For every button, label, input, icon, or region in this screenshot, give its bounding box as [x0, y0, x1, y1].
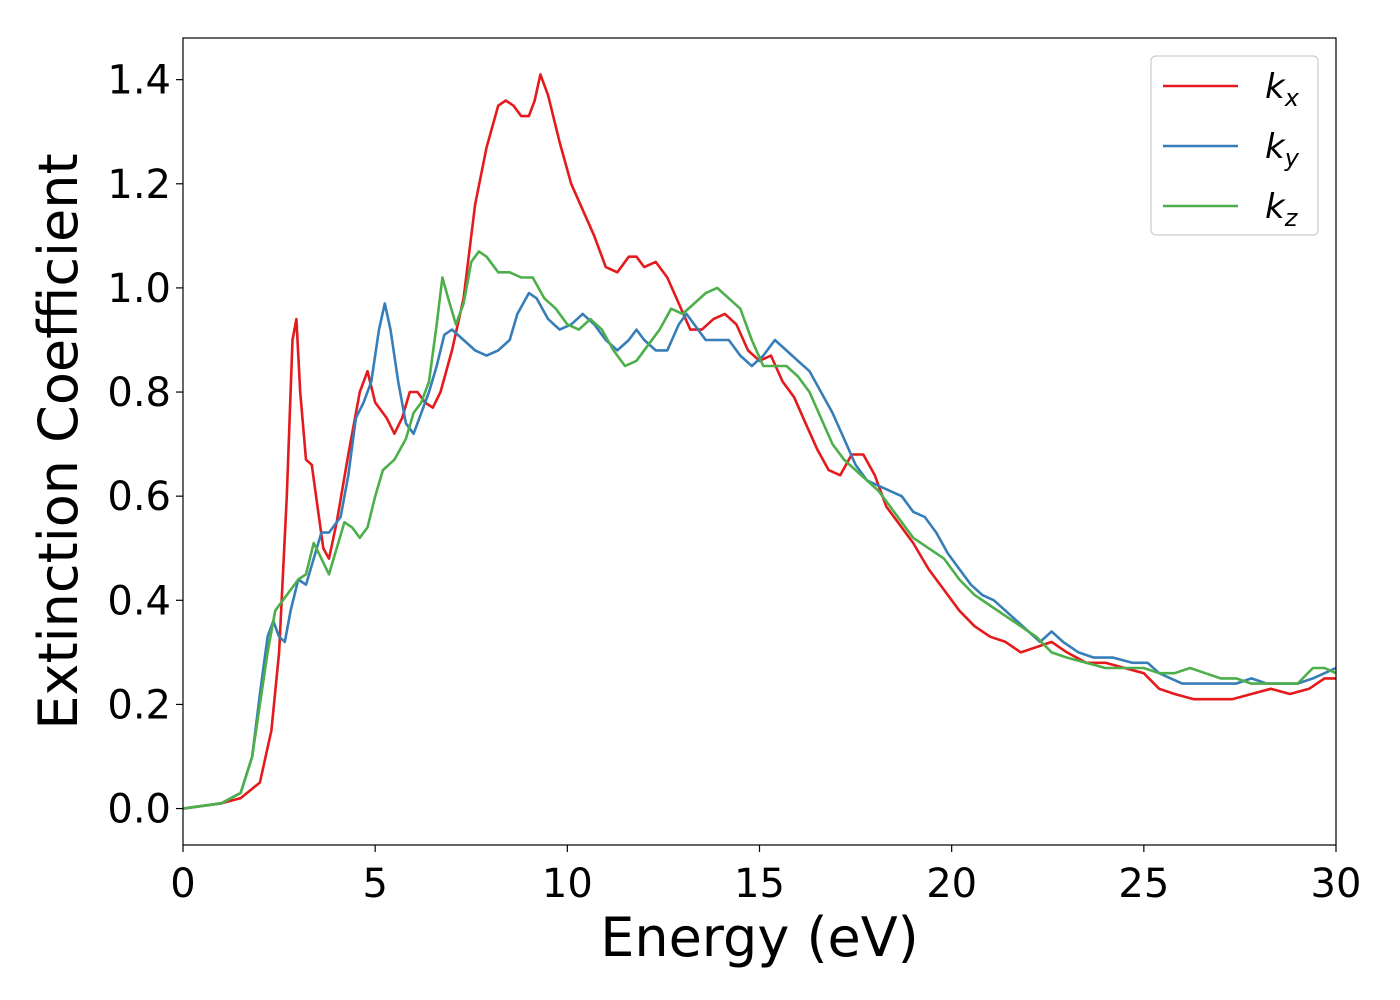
- x-tick-label: 20: [926, 861, 977, 907]
- x-tick-label: 15: [734, 861, 785, 907]
- x-axis-label: Energy (eV): [600, 906, 919, 969]
- series-line-k-z: [183, 250, 1336, 810]
- x-tick-label: 25: [1118, 861, 1169, 907]
- series-layer: [183, 73, 1336, 810]
- y-tick-label: 1.0: [107, 266, 171, 312]
- x-tick-label: 0: [170, 861, 195, 907]
- y-tick-label: 0.2: [107, 682, 171, 728]
- legend: kx ky kz: [1150, 55, 1319, 236]
- y-tick-label: 0.0: [107, 787, 171, 833]
- legend-label-k-z: kz: [1265, 187, 1299, 232]
- legend-label-k-x: kx: [1265, 67, 1300, 112]
- legend-label-k-y: ky: [1265, 127, 1300, 172]
- x-tick-label: 30: [1311, 861, 1362, 907]
- y-tick-label: 1.4: [107, 58, 171, 104]
- x-tick-label: 5: [362, 861, 387, 907]
- y-axis: 0.0 0.2 0.4 0.6 0.8 1.0 1.2 1.4: [107, 58, 183, 833]
- y-tick-label: 1.2: [107, 162, 171, 208]
- y-tick-label: 0.4: [107, 578, 171, 624]
- series-line-k-x: [183, 73, 1336, 810]
- y-tick-label: 0.8: [107, 370, 171, 416]
- x-tick-label: 10: [542, 861, 593, 907]
- x-axis: 0 5 10 15 20 25 30: [170, 845, 1361, 907]
- y-axis-label: Extinction Coefficient: [27, 153, 90, 729]
- series-line-k-y: [183, 291, 1336, 810]
- y-tick-label: 0.6: [107, 474, 171, 520]
